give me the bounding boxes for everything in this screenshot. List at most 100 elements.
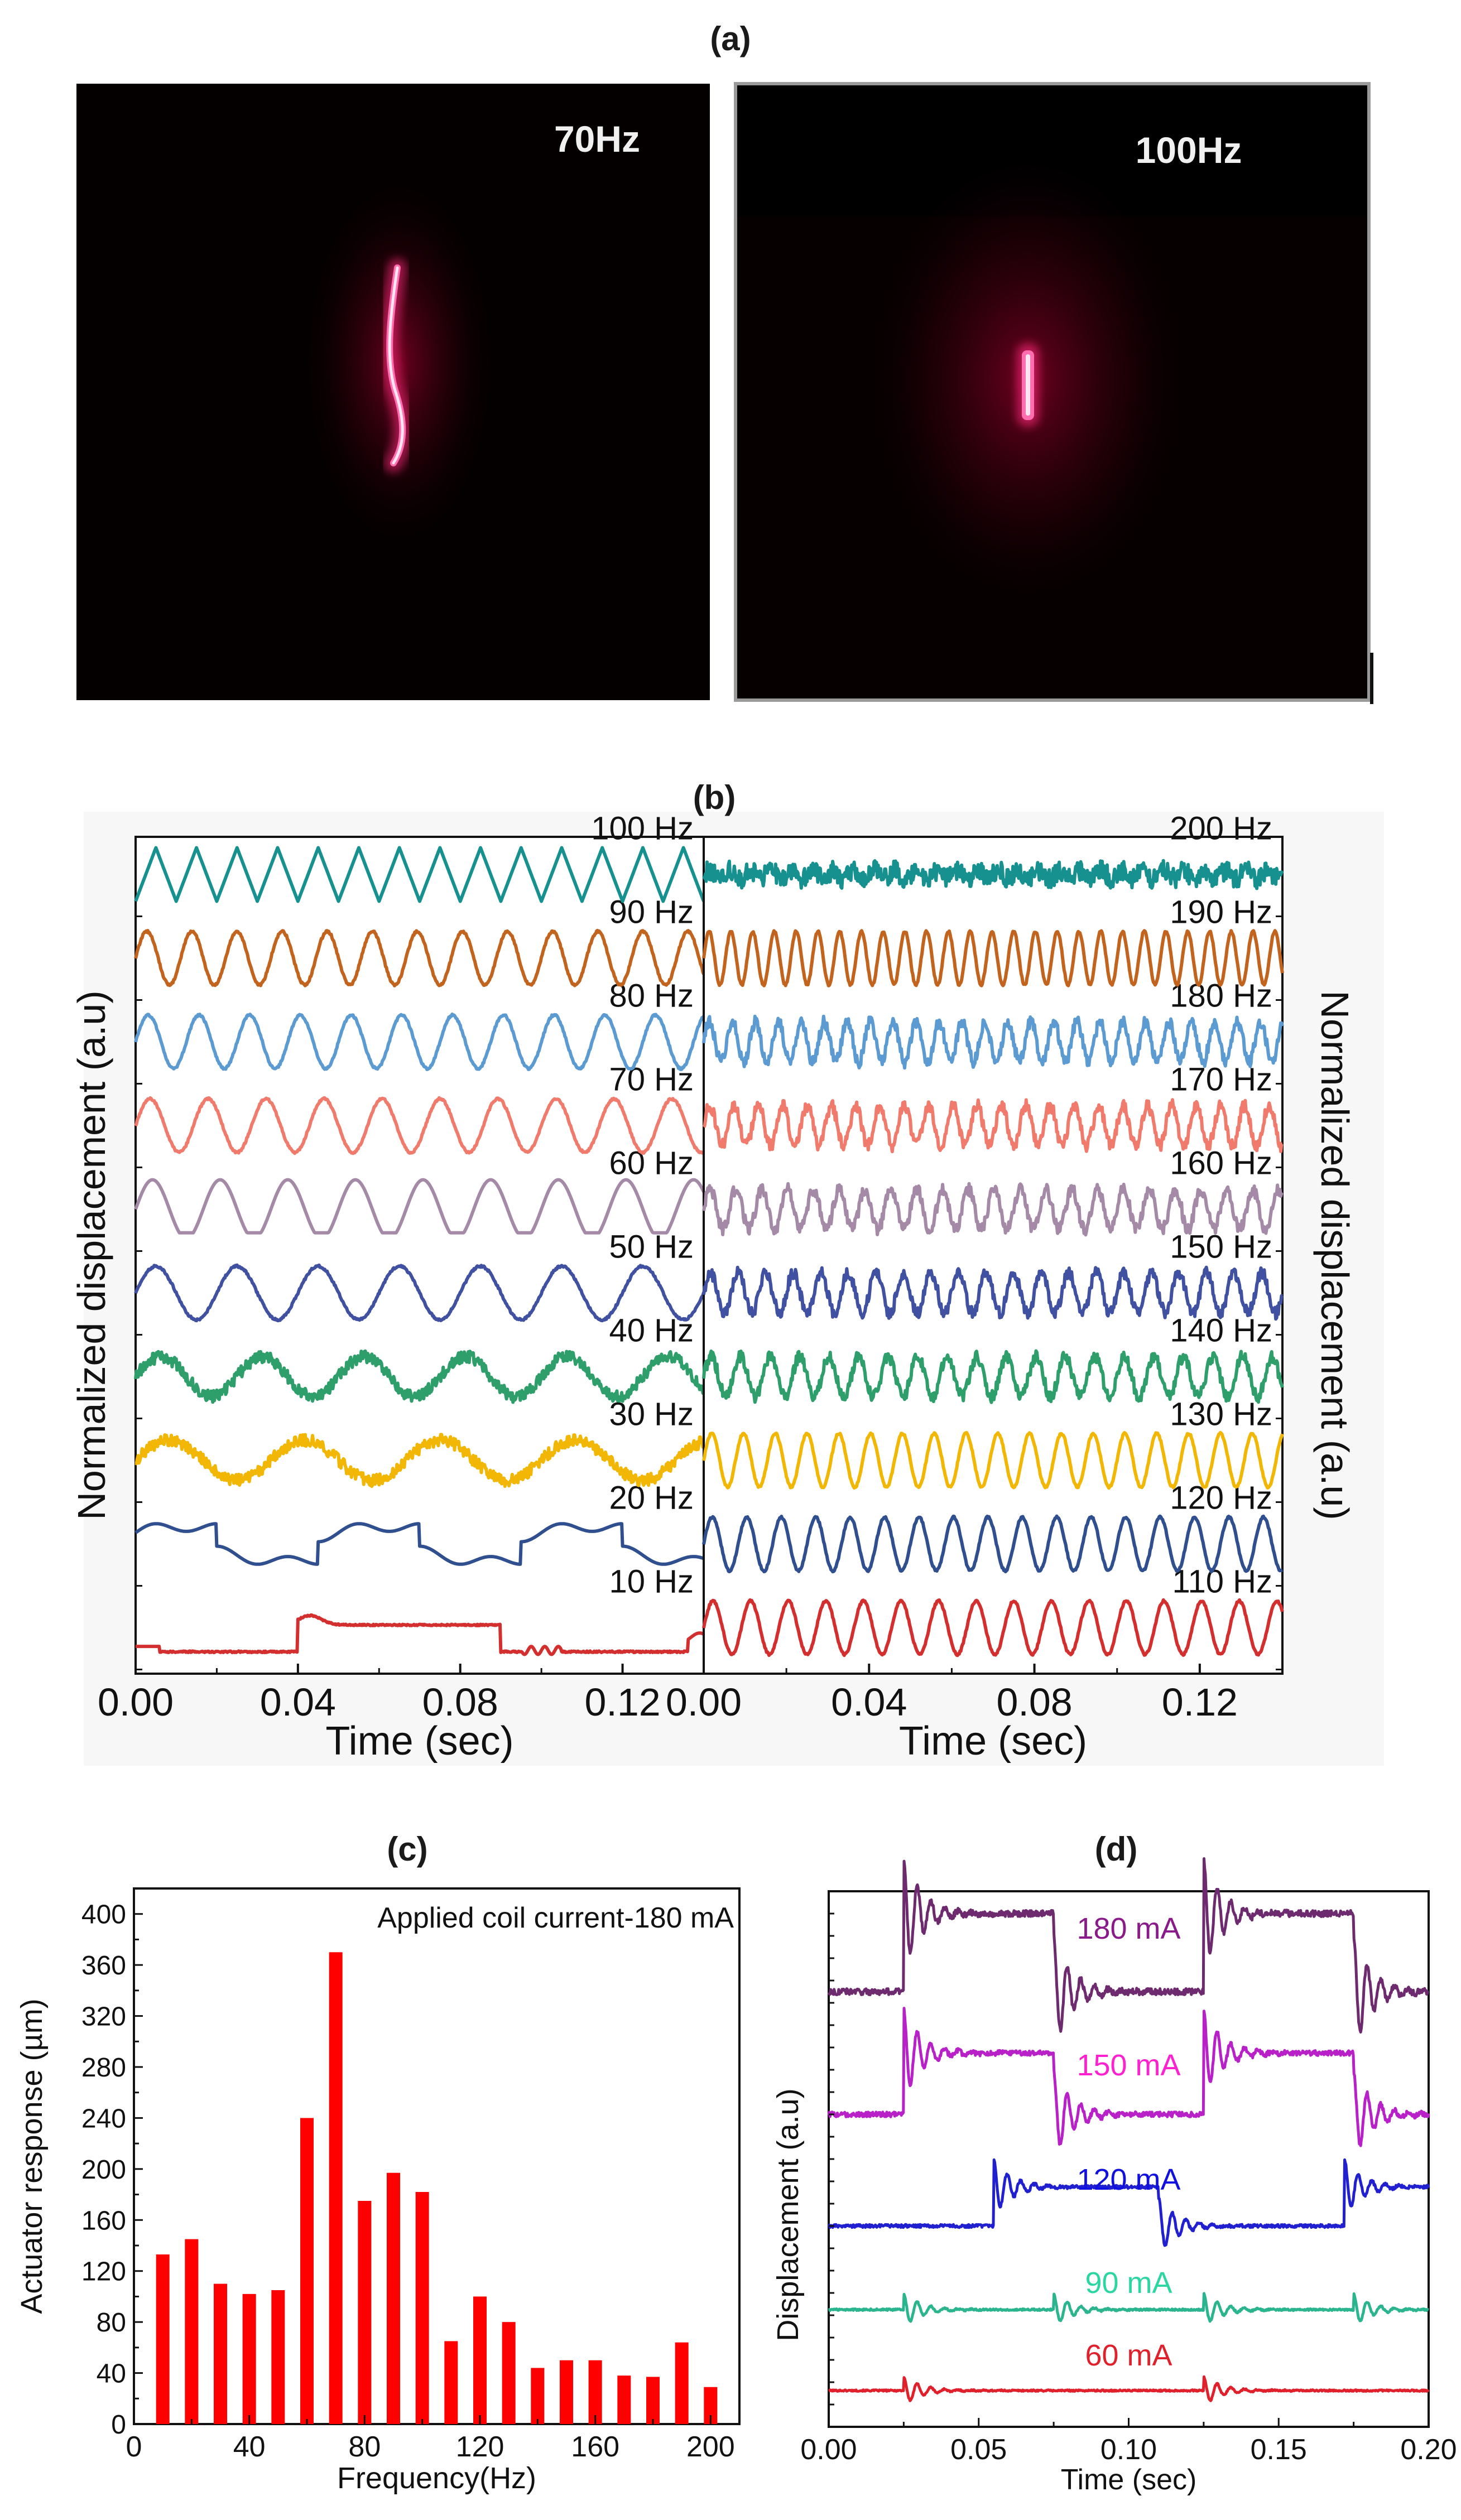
photo-70hz: 70Hz bbox=[76, 84, 710, 700]
y-tick-label: 280 bbox=[81, 2053, 126, 2083]
bar-10hz bbox=[156, 2254, 170, 2424]
series-line-140-hz bbox=[702, 1349, 1284, 1404]
x-axis-title: Frequency(Hz) bbox=[337, 2461, 536, 2495]
series-label-200-hz: 200 Hz bbox=[1170, 811, 1272, 847]
series-label-180-ma: 180 mA bbox=[1076, 1912, 1180, 1945]
series-line-90-ma bbox=[828, 2292, 1430, 2323]
x-tick-label: 0.05 bbox=[950, 2434, 1007, 2466]
x-tick-label: 0.00 bbox=[98, 1680, 174, 1724]
x-axis-title: Time (sec) bbox=[899, 1719, 1087, 1763]
series-line-200-hz bbox=[702, 859, 1284, 890]
panel-a: (a) 70Hz 100Hz bbox=[76, 20, 1373, 704]
x-tick-label: 40 bbox=[233, 2431, 266, 2463]
y-tick-label: 120 bbox=[81, 2257, 126, 2287]
y-tick-label: 200 bbox=[81, 2155, 126, 2185]
plot-frame bbox=[133, 1887, 741, 2425]
bar-100hz bbox=[415, 2192, 429, 2424]
series-line-150-hz bbox=[702, 1265, 1284, 1321]
series-label-60-ma: 60 mA bbox=[1085, 2339, 1172, 2372]
y-tick-label: 0 bbox=[111, 2410, 126, 2440]
y-tick-label: 360 bbox=[81, 1951, 126, 1981]
chart-annotation: Applied coil current-180 mA bbox=[377, 1902, 734, 1934]
bar-190hz bbox=[675, 2342, 689, 2424]
series-line-60-ma bbox=[828, 2375, 1430, 2402]
bar-70hz bbox=[329, 1952, 343, 2424]
x-tick-label: 0.04 bbox=[260, 1680, 336, 1724]
series-label-110-hz: 110 Hz bbox=[1172, 1564, 1272, 1600]
photo-70hz-laser-core bbox=[388, 266, 404, 465]
y-tick-label: 320 bbox=[81, 2002, 126, 2032]
chart-c: 0 40 80 120 160 200 240 280 320 360 400 0 40 80 120 160… bbox=[15, 1887, 741, 2495]
series-line-50-hz bbox=[134, 1263, 705, 1323]
x-tick-label: 0.00 bbox=[800, 2434, 857, 2466]
panel-b-label: (b) bbox=[693, 779, 736, 816]
x-tick-label: 0.08 bbox=[422, 1680, 498, 1724]
x-axis-title: Time (sec) bbox=[325, 1719, 513, 1763]
series-label-10-hz: 10 Hz bbox=[609, 1564, 694, 1600]
bar-80hz bbox=[358, 2201, 372, 2424]
photo-100hz: 100Hz bbox=[734, 82, 1373, 704]
series-line-60-hz bbox=[134, 1178, 705, 1235]
series-line-40-hz bbox=[134, 1349, 705, 1404]
y-tick-label: 40 bbox=[97, 2359, 126, 2389]
series-label-50-hz: 50 Hz bbox=[609, 1229, 694, 1265]
panel-c: (c) 0 40 80 120 160 200 240 280 320 360 400 0 40 80 12… bbox=[15, 1830, 741, 2495]
series-line-100-hz bbox=[134, 846, 705, 903]
series-label-170-hz: 170 Hz bbox=[1170, 1062, 1272, 1098]
series-label-130-hz: 130 Hz bbox=[1170, 1396, 1272, 1433]
y-axis-title: Normalized displacement (a.u) bbox=[1313, 990, 1357, 1520]
series-label-190-hz: 190 Hz bbox=[1170, 894, 1272, 931]
x-tick-label: 0.15 bbox=[1251, 2434, 1307, 2466]
bar-160hz bbox=[588, 2360, 602, 2424]
series-line-70-hz bbox=[134, 1096, 705, 1155]
panel-a-label: (a) bbox=[710, 20, 751, 57]
bar-180hz bbox=[646, 2377, 660, 2424]
y-axis-title: Displacement (a.u) bbox=[771, 2088, 805, 2341]
bar-110hz bbox=[444, 2341, 458, 2424]
series-line-130-hz bbox=[702, 1430, 1284, 1490]
chart-d: 60 mA 90 mA 120 mA 150 mA 180 mA 0.00 0.05 0.10… bbox=[771, 1857, 1457, 2496]
series-line-120-hz bbox=[702, 1514, 1284, 1574]
series-line-90-hz bbox=[134, 928, 705, 987]
x-tick-label: 0.12 bbox=[584, 1680, 660, 1724]
series-label-90-ma: 90 mA bbox=[1085, 2266, 1172, 2300]
photo-70hz-caption: 70Hz bbox=[554, 118, 640, 160]
series-line-180-ma bbox=[827, 1857, 1430, 2034]
x-tick-label: 0.00 bbox=[666, 1680, 742, 1724]
series-label-150-ma: 150 mA bbox=[1076, 2049, 1180, 2082]
series-label-150-hz: 150 Hz bbox=[1170, 1229, 1272, 1265]
bar-50hz bbox=[271, 2290, 285, 2424]
y-axis-title: Actuator response (µm) bbox=[15, 1998, 49, 2314]
x-tick-label: 0.04 bbox=[831, 1680, 907, 1724]
bar-40hz bbox=[242, 2293, 256, 2424]
y-tick-label: 240 bbox=[81, 2104, 126, 2133]
bar-130hz bbox=[502, 2322, 516, 2424]
series-line-120-ma bbox=[827, 2158, 1430, 2247]
bar-120hz bbox=[473, 2296, 487, 2424]
bar-20hz bbox=[185, 2239, 199, 2424]
series-label-100-hz: 100 Hz bbox=[591, 811, 694, 847]
x-tick-label: 0.12 bbox=[1162, 1680, 1238, 1724]
photo-100hz-caption: 100Hz bbox=[1136, 129, 1242, 171]
x-axis-title: Time (sec) bbox=[1061, 2464, 1197, 2496]
series-line-20-hz bbox=[134, 1522, 705, 1566]
series-line-30-hz bbox=[134, 1433, 705, 1488]
series-line-150-ma bbox=[827, 2007, 1430, 2147]
x-tick-label: 0 bbox=[126, 2431, 142, 2463]
series-label-60-hz: 60 Hz bbox=[609, 1145, 694, 1182]
bar-140hz bbox=[531, 2368, 545, 2424]
bar-30hz bbox=[214, 2283, 227, 2424]
series-line-110-hz bbox=[702, 1598, 1284, 1657]
y-tick-label: 160 bbox=[81, 2206, 126, 2235]
panel-d: (d) 60 mA 90 mA 120 mA 150 mA 180 mA 0.00 0.05… bbox=[771, 1830, 1457, 2496]
series-line-170-hz bbox=[702, 1098, 1284, 1154]
plot-frame bbox=[828, 1890, 1430, 2428]
x-tick-label: 160 bbox=[571, 2431, 619, 2463]
series-line-180-hz bbox=[702, 1014, 1284, 1070]
series-label-20-hz: 20 Hz bbox=[609, 1480, 694, 1516]
bar-90hz bbox=[387, 2172, 400, 2424]
